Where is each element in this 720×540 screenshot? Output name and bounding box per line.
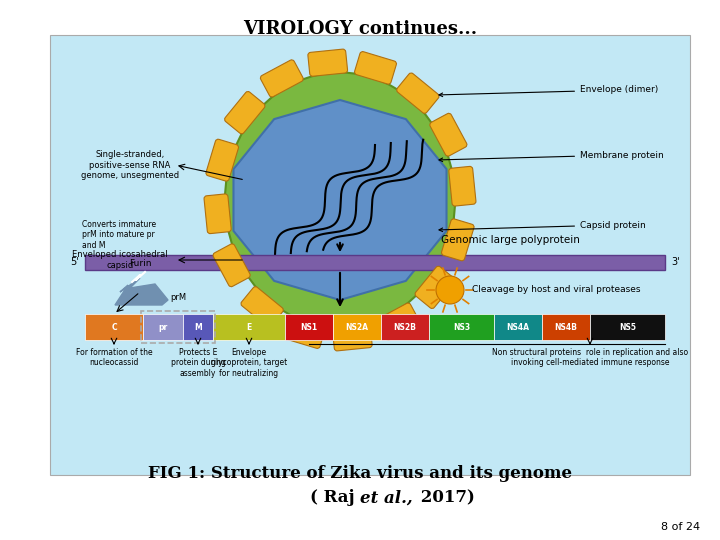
Text: et al.,: et al., [360, 489, 413, 507]
Bar [381, 314, 429, 340]
FancyBboxPatch shape [354, 51, 397, 84]
FancyBboxPatch shape [241, 287, 284, 327]
FancyBboxPatch shape [441, 219, 474, 261]
Text: Non structural proteins  role in replication and also
invoking cell-mediated imm: Non structural proteins role in replicat… [492, 348, 688, 367]
FancyBboxPatch shape [261, 60, 303, 97]
Bar [429, 314, 494, 340]
Text: Genomic large polyprotein: Genomic large polyprotein [441, 235, 580, 245]
Text: pr: pr [158, 322, 168, 332]
Text: Single-stranded,
positive-sense RNA
genome, unsegmented: Single-stranded, positive-sense RNA geno… [81, 150, 179, 180]
Text: 5': 5' [71, 257, 79, 267]
Bar [143, 314, 183, 340]
FancyBboxPatch shape [415, 266, 456, 309]
FancyBboxPatch shape [333, 324, 372, 351]
Text: NS1: NS1 [300, 322, 318, 332]
Bar [285, 314, 333, 340]
FancyBboxPatch shape [430, 113, 467, 156]
Text: 8 of 24: 8 of 24 [661, 522, 700, 532]
Text: NS2A: NS2A [346, 322, 369, 332]
Bar [333, 314, 381, 340]
Text: Membrane protein: Membrane protein [439, 151, 664, 161]
Text: Envelope (dimer): Envelope (dimer) [439, 85, 658, 97]
Text: 2017): 2017) [415, 489, 475, 507]
Text: NS2B: NS2B [394, 322, 416, 332]
FancyBboxPatch shape [377, 303, 420, 340]
Bar [590, 314, 665, 340]
Text: Envelope
glycoprotein, target
for neutralizing: Envelope glycoprotein, target for neutra… [211, 348, 287, 378]
Bar [85, 254, 665, 269]
Bar [85, 314, 143, 340]
Text: Converts immature
prM into mature pr
and M: Converts immature prM into mature pr and… [82, 220, 156, 250]
Bar [183, 314, 213, 340]
FancyBboxPatch shape [206, 139, 238, 181]
Bar [141, 311, 215, 343]
Circle shape [436, 276, 464, 304]
Text: NS3: NS3 [453, 322, 470, 332]
Text: VIROLOGY continues...: VIROLOGY continues... [243, 20, 477, 38]
FancyBboxPatch shape [397, 73, 439, 113]
Bar [213, 314, 285, 340]
Bar [494, 314, 542, 340]
Polygon shape [115, 278, 168, 305]
FancyBboxPatch shape [308, 49, 348, 76]
FancyBboxPatch shape [449, 166, 476, 206]
Text: ( Raj: ( Raj [310, 489, 360, 507]
Bar [50, 35, 690, 475]
Text: E: E [246, 322, 251, 332]
Text: 3': 3' [671, 257, 680, 267]
Text: Furin: Furin [129, 259, 151, 268]
Polygon shape [233, 100, 446, 300]
FancyBboxPatch shape [204, 194, 231, 234]
Text: NS4B: NS4B [554, 322, 577, 332]
Text: Capsid protein: Capsid protein [439, 220, 646, 232]
Text: Enveloped icosahedral
capsid: Enveloped icosahedral capsid [72, 251, 168, 269]
FancyBboxPatch shape [213, 244, 251, 287]
Ellipse shape [225, 72, 455, 327]
Text: Protects E
protein during
assembly: Protects E protein during assembly [171, 348, 225, 378]
Text: prM: prM [170, 293, 186, 302]
Text: For formation of the
nucleocassid: For formation of the nucleocassid [76, 348, 153, 367]
Bar [542, 314, 590, 340]
Text: NS5: NS5 [619, 322, 636, 332]
Text: FIG 1: Structure of Zika virus and its genome: FIG 1: Structure of Zika virus and its g… [148, 465, 572, 483]
Text: Cleavage by host and viral proteases: Cleavage by host and viral proteases [472, 286, 641, 294]
Text: C: C [111, 322, 117, 332]
FancyBboxPatch shape [284, 316, 325, 348]
Text: NS4A: NS4A [506, 322, 529, 332]
Text: M: M [194, 322, 202, 332]
FancyBboxPatch shape [225, 91, 265, 134]
